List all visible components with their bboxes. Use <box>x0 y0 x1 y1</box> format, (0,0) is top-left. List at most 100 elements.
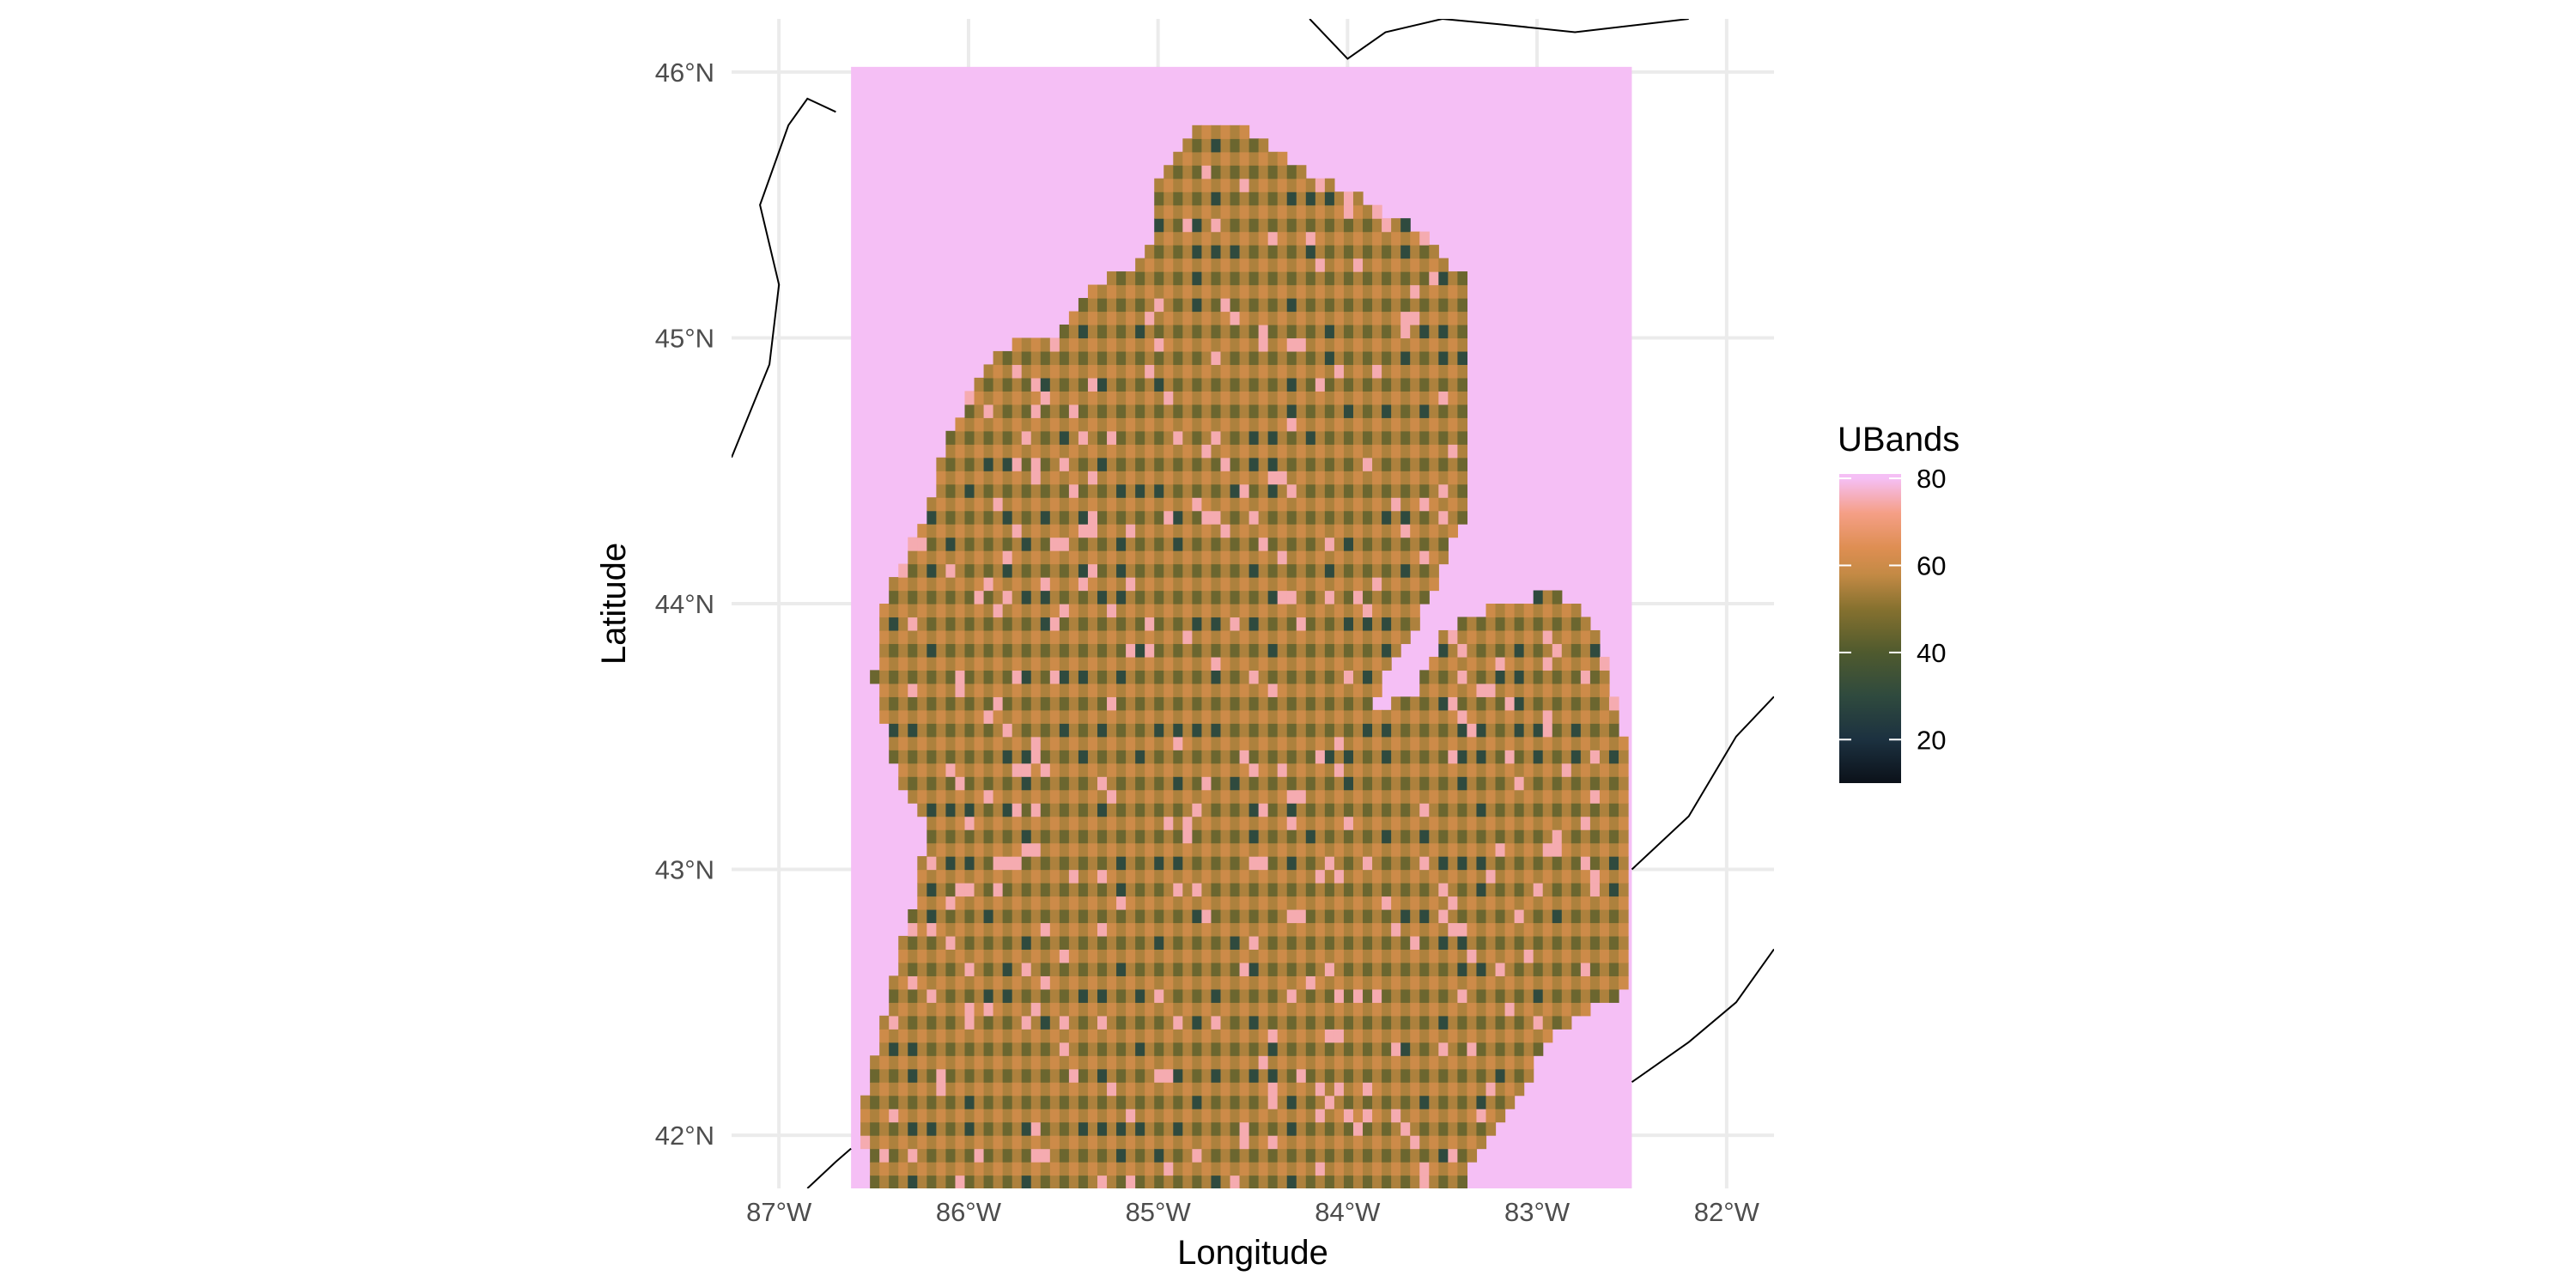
raster-cell <box>1126 1095 1136 1109</box>
raster-cell <box>983 471 994 485</box>
raster-cell <box>1107 762 1117 777</box>
raster-cell <box>1002 1162 1013 1176</box>
raster-cell <box>1040 590 1051 605</box>
raster-cell <box>945 629 957 645</box>
raster-cell <box>1438 842 1449 857</box>
raster-cell <box>1163 471 1174 485</box>
raster-cell <box>1126 350 1136 366</box>
raster-cell <box>1305 178 1316 192</box>
raster-cell <box>1352 922 1364 937</box>
raster-cell <box>1182 471 1193 485</box>
raster-cell <box>1552 883 1563 897</box>
raster-cell <box>1419 404 1430 418</box>
raster-cell <box>1523 1068 1534 1083</box>
raster-cell <box>1334 1175 1345 1189</box>
raster-cell <box>1154 457 1164 471</box>
raster-cell <box>1324 935 1335 951</box>
raster-cell <box>1173 988 1183 1003</box>
raster-cell <box>1571 922 1582 937</box>
raster-cell <box>1343 670 1354 684</box>
raster-cell <box>1145 803 1155 817</box>
raster-cell <box>1258 988 1269 1003</box>
raster-cell <box>1305 218 1316 233</box>
raster-cell <box>945 430 957 445</box>
raster-cell <box>1277 683 1288 697</box>
raster-cell <box>1040 550 1051 565</box>
raster-cell <box>1533 896 1544 910</box>
raster-cell <box>1391 816 1401 830</box>
raster-cell <box>1343 457 1354 471</box>
raster-cell <box>889 643 899 658</box>
raster-cell <box>917 762 927 777</box>
raster-cell <box>1239 949 1250 963</box>
raster-cell <box>1173 762 1183 777</box>
raster-cell <box>1305 1121 1316 1136</box>
raster-cell <box>955 869 966 884</box>
raster-cell <box>1201 656 1212 671</box>
raster-cell <box>1021 550 1032 565</box>
raster-cell <box>908 696 918 711</box>
raster-cell <box>983 510 994 525</box>
raster-cell <box>1552 723 1563 738</box>
raster-cell <box>1002 1175 1013 1189</box>
raster-cell <box>1561 908 1572 924</box>
raster-cell <box>1163 337 1174 352</box>
raster-cell <box>917 896 927 910</box>
raster-cell <box>1438 1015 1449 1030</box>
raster-cell <box>1107 1055 1117 1070</box>
raster-cell <box>1410 444 1420 459</box>
raster-cell <box>1049 629 1060 645</box>
raster-cell <box>1258 829 1269 844</box>
raster-cell <box>1438 537 1449 551</box>
raster-cell <box>1267 590 1279 605</box>
raster-cell <box>1296 1015 1307 1030</box>
raster-cell <box>1267 629 1279 645</box>
raster-cell <box>1286 617 1297 631</box>
raster-cell <box>1561 896 1572 910</box>
raster-cell <box>1230 856 1241 871</box>
raster-cell <box>1107 617 1117 631</box>
raster-cell <box>1419 550 1430 565</box>
raster-cell <box>1457 683 1468 697</box>
raster-cell <box>1542 736 1553 750</box>
raster-cell <box>1021 1162 1032 1176</box>
raster-cell <box>1457 1148 1468 1163</box>
raster-cell <box>1315 670 1326 684</box>
raster-cell <box>1277 271 1288 286</box>
raster-cell <box>1286 829 1297 844</box>
raster-cell <box>1154 377 1164 392</box>
raster-cell <box>1429 683 1439 697</box>
raster-cell <box>1608 975 1619 990</box>
raster-cell <box>1352 896 1364 910</box>
raster-cell <box>1182 417 1193 432</box>
raster-cell <box>1619 935 1629 951</box>
raster-cell <box>1173 696 1183 711</box>
raster-cell <box>1267 324 1279 339</box>
raster-cell <box>1542 709 1553 724</box>
raster-cell <box>964 1162 975 1176</box>
raster-cell <box>974 1015 985 1030</box>
raster-cell <box>1448 1055 1458 1070</box>
raster-cell <box>1107 364 1117 379</box>
raster-cell <box>1277 1095 1288 1109</box>
raster-cell <box>1438 324 1449 339</box>
raster-cell <box>1107 803 1117 817</box>
raster-cell <box>1372 258 1382 272</box>
raster-cell <box>1097 1002 1108 1017</box>
raster-cell <box>1400 816 1411 830</box>
raster-cell <box>1438 975 1449 990</box>
raster-cell <box>1087 962 1098 976</box>
raster-cell <box>1391 497 1401 512</box>
raster-cell <box>1467 617 1478 631</box>
raster-cell <box>1030 1148 1042 1163</box>
raster-cell <box>1476 750 1487 764</box>
raster-cell <box>1286 816 1297 830</box>
raster-cell <box>1030 1029 1042 1043</box>
raster-cell <box>1068 364 1079 379</box>
raster-cell <box>1334 1109 1345 1123</box>
raster-cell <box>955 524 966 538</box>
raster-cell <box>1324 629 1335 645</box>
raster-cell <box>1363 935 1373 951</box>
raster-cell <box>1267 311 1279 325</box>
raster-cell <box>964 444 975 459</box>
